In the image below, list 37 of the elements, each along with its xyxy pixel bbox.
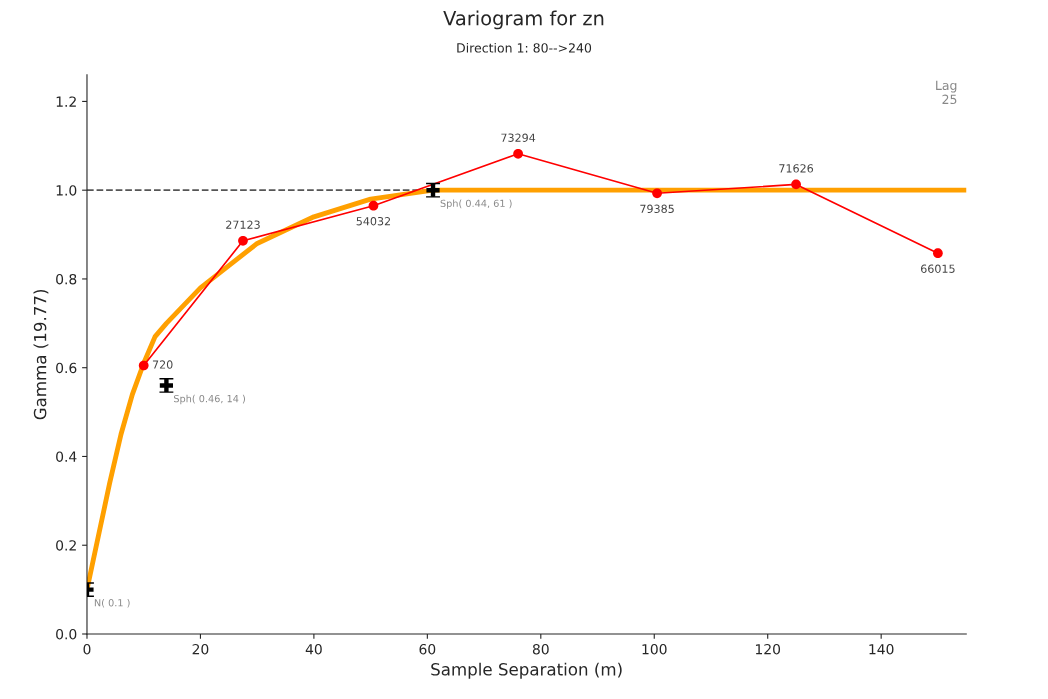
annotation: 73294	[501, 133, 536, 142]
annotation: 27123	[226, 220, 260, 229]
annotation: 720	[152, 360, 173, 369]
point	[368, 200, 379, 211]
x-tick-label: 0	[83, 643, 91, 655]
x-tick-label: 140	[869, 643, 894, 655]
x-tick-label: 40	[305, 643, 322, 655]
annotation: 71626	[779, 164, 814, 173]
annotation: Lag 25	[936, 80, 957, 105]
annotation: Sph( 0.46, 14 )	[173, 394, 245, 405]
x-tick-label: 100	[642, 643, 667, 655]
point	[138, 360, 149, 371]
annotation: N( 0.1 )	[94, 598, 130, 608]
y-tick-label: 0.2	[56, 540, 76, 551]
annotation: 79385	[640, 204, 674, 213]
x-tick-label: 120	[755, 643, 781, 655]
y-tick-label: 0.4	[56, 451, 77, 462]
y-tick-label: 1.0	[56, 185, 77, 196]
chart-subtitle: Direction 1: 80-->240	[457, 42, 592, 53]
y-tick-label: 0.8	[56, 273, 77, 285]
y-tick-label: 1.2	[56, 96, 76, 107]
chart-title: Variogram for zn	[443, 10, 604, 30]
annotation: 66015	[920, 264, 955, 273]
point	[791, 179, 801, 190]
point	[933, 248, 943, 259]
x-axis-title: Sample Separation (m)	[431, 662, 622, 679]
point	[513, 148, 523, 159]
annotation: Sph( 0.44, 61 )	[440, 199, 512, 209]
y-axis-title: Gamma (19.77)	[33, 289, 49, 420]
x-tick-label: 60	[419, 643, 436, 655]
y-tick-label: 0.6	[56, 362, 77, 374]
y-tick-label: 0.0	[56, 628, 77, 640]
point	[652, 188, 662, 199]
point	[238, 235, 248, 246]
x-tick-label: 80	[532, 643, 549, 655]
x-tick-label: 20	[192, 643, 209, 655]
annotation: 54032	[356, 217, 391, 226]
